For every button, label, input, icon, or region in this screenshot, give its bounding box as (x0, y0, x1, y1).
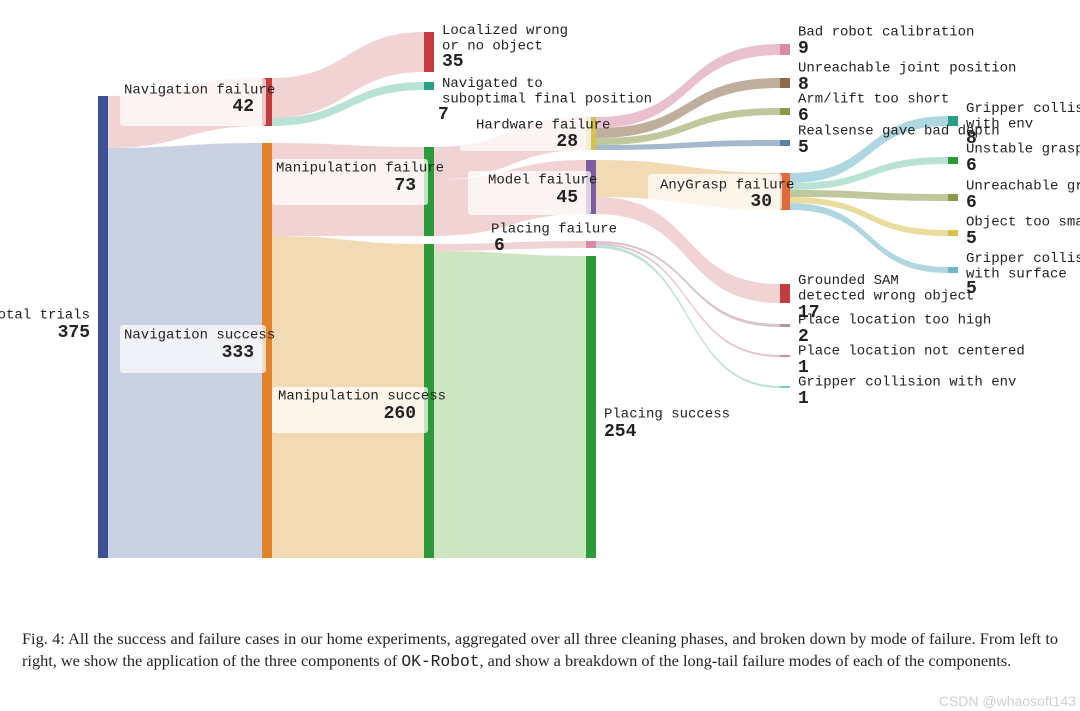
sankey-link (790, 197, 948, 236)
sankey-node (780, 108, 790, 115)
sankey-label: Localized wrongor no object (442, 23, 568, 54)
sankey-count: 42 (232, 97, 254, 117)
watermark: CSDN @whaosoft143 (939, 693, 1076, 709)
sankey-node (98, 96, 108, 558)
sankey-link (596, 245, 780, 388)
sankey-label: Gripper collisionwith surface (966, 251, 1080, 282)
caption-mono: OK-Robot (401, 652, 479, 671)
sankey-count: 333 (222, 343, 254, 363)
sankey-count: 45 (556, 188, 578, 208)
sankey-label: Manipulation failure (276, 161, 444, 177)
sankey-label: Place location not centered (798, 344, 1025, 360)
sankey-node (780, 355, 790, 357)
sankey-label: Placing failure (491, 222, 617, 238)
sankey-count: 30 (750, 192, 772, 212)
sankey-count: 6 (966, 156, 977, 176)
sankey-label: Placing success (604, 407, 730, 423)
sankey-count: 35 (442, 52, 464, 72)
sankey-count: 6 (966, 193, 977, 213)
sankey-node (424, 32, 434, 72)
sankey-label: Model failure (488, 173, 597, 189)
sankey-label: Gripper collision with env (798, 375, 1016, 391)
sankey-label: Unreachable joint position (798, 61, 1016, 77)
sankey-count: 7 (438, 105, 449, 125)
sankey-label: Gripper collisionwith env (966, 101, 1080, 132)
sankey-link (434, 251, 586, 558)
sankey-node (780, 140, 790, 146)
sankey-label: Hardware failure (476, 118, 610, 134)
sankey-node (780, 324, 790, 327)
sankey-count: 5 (966, 279, 977, 299)
sankey-node (586, 241, 596, 248)
sankey-node (948, 267, 958, 273)
sankey-node (948, 157, 958, 164)
sankey-label: Navigated tosuboptimal final position (442, 76, 652, 107)
sankey-count: 1 (798, 389, 809, 409)
caption-suffix: , and show a breakdown of the long-tail … (480, 651, 1012, 670)
sankey-node (424, 82, 434, 90)
sankey-label: Unstable grasp (966, 142, 1080, 158)
sankey-label: Total trials (0, 308, 90, 324)
sankey-count: 260 (384, 404, 416, 424)
sankey-diagram: Total trials375Navigation failure42Navig… (0, 0, 1080, 600)
sankey-label: Place location too high (798, 313, 991, 329)
sankey-count: 28 (556, 132, 578, 152)
sankey-label: Arm/lift too short (798, 92, 949, 108)
sankey-node (780, 284, 790, 303)
sankey-node (780, 78, 790, 88)
sankey-label: Bad robot calibration (798, 25, 974, 41)
sankey-count: 254 (604, 422, 637, 442)
sankey-label: Object too small (966, 215, 1080, 231)
sankey-count: 5 (798, 138, 809, 158)
sankey-node (780, 44, 790, 55)
figure-caption: Fig. 4: All the success and failure case… (22, 628, 1058, 673)
sankey-node (948, 194, 958, 201)
sankey-label: Manipulation success (278, 389, 446, 405)
sankey-node (948, 230, 958, 236)
sankey-node (586, 256, 596, 558)
sankey-node (780, 386, 790, 388)
sankey-link (434, 241, 586, 251)
sankey-count: 5 (966, 229, 977, 249)
sankey-label: Grounded SAMdetected wrong object (798, 273, 974, 304)
sankey-link (596, 108, 780, 145)
sankey-count: 375 (58, 323, 90, 343)
sankey-label: Unreachable grasp (966, 179, 1080, 195)
sankey-count: 6 (494, 236, 505, 256)
sankey-count: 73 (394, 176, 416, 196)
sankey-count: 9 (798, 39, 809, 59)
sankey-label: Navigation success (124, 328, 275, 344)
sankey-label: AnyGrasp failure (660, 178, 794, 194)
